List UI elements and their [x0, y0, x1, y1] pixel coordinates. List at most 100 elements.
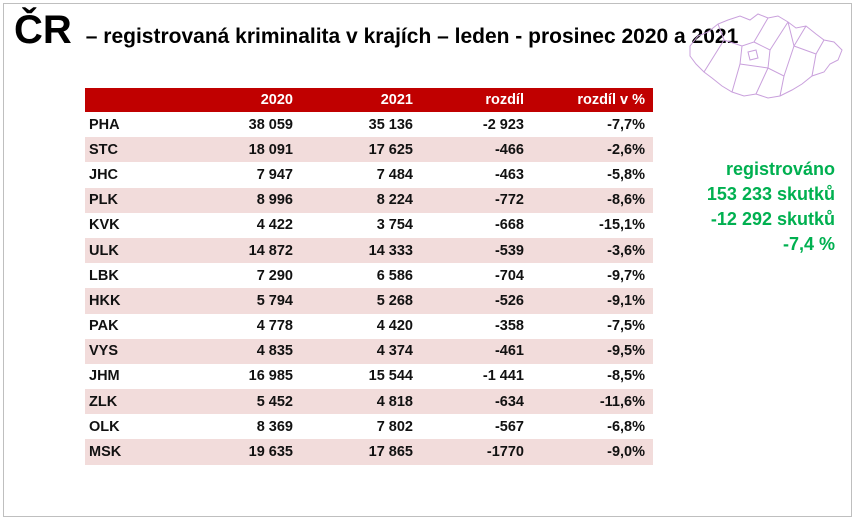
value-2021-cell: 6 586 [376, 267, 413, 284]
region-cell: OLK [89, 418, 120, 435]
region-cell: LBK [89, 267, 119, 284]
value-2020-cell: 4 422 [256, 217, 293, 234]
value-2021-cell: 7 484 [376, 166, 413, 183]
value-2021-cell: 4 420 [376, 318, 413, 335]
difference-percent-cell: -3,6% [532, 237, 653, 264]
value-2021-cell: 14 333 [301, 237, 421, 264]
title-main: ČR [14, 8, 72, 52]
difference-cell: -466 [421, 137, 532, 163]
table-row: JHM 16 985 15 544 -1 441 -8,5% [85, 364, 653, 389]
table-row: PHA 38 059 35 136 -2 923 -7,7% [85, 112, 653, 137]
table-row: PAK 4 778 4 420 -358 -7,5% [85, 314, 653, 339]
table-row: JHC 7 947 7 484 -463 -5,8% [85, 162, 653, 187]
table-row: ULK 14 872 14 333 -539 -3,6% [85, 237, 653, 264]
table-body: PHA 38 059 35 136 -2 923 -7,7% STC 18 091 17 62… [85, 112, 653, 465]
header-difference-percent: rozdíl v % [532, 88, 653, 112]
region-cell: JHM [89, 368, 120, 385]
difference-percent-cell: -7,5% [607, 318, 645, 335]
value-2021-cell: 4 374 [301, 338, 421, 364]
difference-cell: -1770 [421, 439, 532, 465]
difference-percent-cell: -8,6% [532, 187, 653, 213]
table-row: ZLK 5 452 4 818 -634 -11,6% [85, 389, 653, 415]
value-2020-cell: 5 452 [189, 389, 301, 415]
page-title: ČR – registrovaná kriminalita v krajích –… [14, 8, 738, 53]
region-cell: PLK [85, 187, 189, 213]
value-2020-cell: 8 996 [189, 187, 301, 213]
table-row: LBK 7 290 6 586 -704 -9,7% [85, 263, 653, 288]
value-2020-cell: 19 635 [189, 439, 301, 465]
value-2021-cell: 17 625 [301, 137, 421, 163]
value-2020-cell: 4 778 [256, 318, 293, 335]
value-2021-cell: 4 818 [301, 389, 421, 415]
table-row: PLK 8 996 8 224 -772 -8,6% [85, 187, 653, 213]
table-row: MSK 19 635 17 865 -1770 -9,0% [85, 439, 653, 465]
region-cell: HKK [85, 288, 189, 314]
difference-percent-cell: -9,0% [532, 439, 653, 465]
difference-cell: -567 [494, 418, 524, 435]
difference-percent-cell: -9,7% [607, 267, 645, 284]
difference-cell: -668 [494, 217, 524, 234]
summary-total: 153 233 skutků [706, 184, 835, 204]
value-2020-cell: 7 947 [256, 166, 293, 183]
difference-cell: -526 [421, 288, 532, 314]
summary-percent: -7,4 % [782, 234, 835, 254]
difference-percent-cell: -7,7% [607, 116, 645, 133]
table-row: OLK 8 369 7 802 -567 -6,8% [85, 414, 653, 439]
difference-cell: -2 923 [482, 116, 524, 133]
difference-percent-cell: -15,1% [599, 217, 645, 234]
czech-map-icon [689, 13, 843, 99]
value-2020-cell: 4 835 [189, 338, 301, 364]
value-2020-cell: 5 794 [189, 288, 301, 314]
header-2021: 2021 [301, 88, 421, 112]
difference-percent-cell: -2,6% [532, 137, 653, 163]
region-cell: VYS [85, 338, 189, 364]
difference-percent-cell: -11,6% [532, 389, 653, 415]
region-cell: KVK [89, 217, 120, 234]
value-2020-cell: 16 985 [248, 368, 293, 385]
header-region [85, 88, 189, 112]
table-row: STC 18 091 17 625 -466 -2,6% [85, 137, 653, 163]
value-2020-cell: 38 059 [248, 116, 293, 133]
value-2021-cell: 8 224 [301, 187, 421, 213]
summary-difference: -12 292 skutků [710, 209, 835, 229]
region-cell: ULK [85, 237, 189, 264]
difference-percent-cell: -9,5% [532, 338, 653, 364]
value-2020-cell: 18 091 [189, 137, 301, 163]
region-cell: MSK [85, 439, 189, 465]
difference-percent-cell: -9,1% [532, 288, 653, 314]
region-cell: PHA [89, 116, 120, 133]
difference-percent-cell: -5,8% [607, 166, 645, 183]
region-cell: ZLK [85, 389, 189, 415]
difference-cell: -358 [494, 318, 524, 335]
difference-cell: -539 [421, 237, 532, 264]
value-2021-cell: 17 865 [301, 439, 421, 465]
value-2021-cell: 5 268 [301, 288, 421, 314]
region-cell: JHC [89, 166, 119, 183]
header-2020: 2020 [189, 88, 301, 112]
difference-cell: -1 441 [482, 368, 524, 385]
summary-box: registrováno 153 233 skutků -12 292 skut… [707, 157, 835, 257]
table-row: VYS 4 835 4 374 -461 -9,5% [85, 338, 653, 364]
difference-percent-cell: -6,8% [607, 418, 645, 435]
header-difference: rozdíl [421, 88, 532, 112]
table-header-row: 2020 2021 rozdíl rozdíl v % [85, 88, 653, 112]
region-cell: PAK [89, 318, 119, 335]
difference-cell: -463 [494, 166, 524, 183]
value-2020-cell: 7 290 [256, 267, 293, 284]
value-2021-cell: 35 136 [368, 116, 413, 133]
difference-percent-cell: -8,5% [607, 368, 645, 385]
title-subtitle: – registrovaná kriminalita v krajích – l… [85, 25, 739, 48]
crime-table: 2020 2021 rozdíl rozdíl v % PHA 38 059 35 … [85, 88, 653, 465]
difference-cell: -704 [494, 267, 524, 284]
difference-cell: -461 [421, 338, 532, 364]
difference-cell: -772 [421, 187, 532, 213]
value-2020-cell: 8 369 [256, 418, 293, 435]
value-2021-cell: 3 754 [376, 217, 413, 234]
table-row: KVK 4 422 3 754 -668 -15,1% [85, 213, 653, 238]
value-2021-cell: 7 802 [376, 418, 413, 435]
summary-label: registrováno [725, 159, 835, 179]
value-2021-cell: 15 544 [368, 368, 413, 385]
region-cell: STC [85, 137, 189, 163]
value-2020-cell: 14 872 [189, 237, 301, 264]
table-row: HKK 5 794 5 268 -526 -9,1% [85, 288, 653, 314]
